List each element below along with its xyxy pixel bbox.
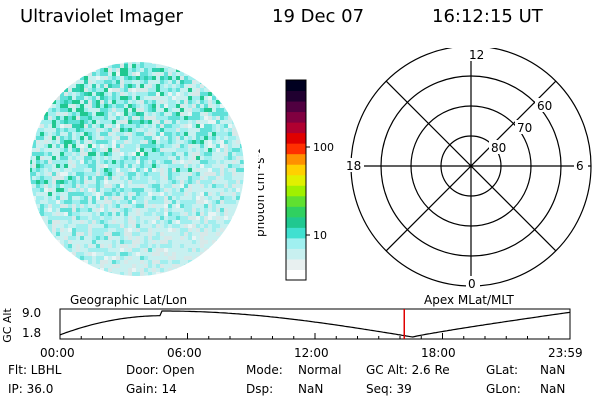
glat-label: GLat:	[486, 363, 519, 377]
x-tick-2359: 23:59	[548, 346, 583, 360]
colorbar-block	[286, 164, 306, 176]
colorbar-block	[286, 101, 306, 113]
mode-value: Normal	[298, 363, 342, 377]
dsp-label: Dsp:	[246, 382, 274, 396]
colorbar-block	[286, 174, 306, 186]
colorbar-block	[286, 216, 306, 228]
seq-info: Seq: 39	[366, 382, 412, 396]
colorbar-block	[286, 132, 306, 144]
gc-alt-axis-label-box: GC Alt	[0, 306, 14, 346]
colorbar-block	[286, 258, 306, 270]
lat-label-80: 80	[491, 141, 506, 155]
colorbar-block	[286, 195, 306, 207]
x-tick-18: 18:00	[421, 346, 456, 360]
colorbar-block	[286, 90, 306, 102]
gc-alt-info: GC Alt: 2.6 Re	[366, 363, 450, 377]
colorbar-block	[286, 206, 306, 218]
altitude-ticks	[59, 333, 571, 339]
door-info: Door: Open	[126, 363, 195, 377]
instrument-title: Ultraviolet Imager	[20, 6, 183, 27]
colorbar-block	[286, 237, 306, 249]
colorbar-tick-label-100: 100	[313, 141, 334, 154]
polar-plot: 12 18 6 0 60 70 80	[344, 48, 592, 288]
altitude-plot	[59, 308, 571, 340]
alt-y-bottom: 1.8	[22, 326, 42, 340]
glat-value: NaN	[540, 363, 566, 377]
altitude-curve	[59, 310, 571, 338]
colorbar-block	[286, 185, 306, 197]
colorbar-unit-label: photon cm-2s-1	[258, 148, 267, 237]
glon-label: GLon:	[486, 382, 521, 396]
uv-image-disk	[30, 62, 244, 276]
colorbar-block	[286, 122, 306, 134]
mlt-label-6: 6	[576, 159, 584, 173]
colorbar-block	[286, 143, 306, 155]
filter-info: Flt: LBHL	[8, 363, 62, 377]
gc-alt-axis-label: GC Alt	[0, 308, 14, 343]
lat-label-60: 60	[537, 99, 552, 113]
geographic-label: Geographic Lat/Lon	[70, 293, 188, 307]
time-label: 16:12:15 UT	[432, 6, 543, 27]
colorbar-block	[286, 80, 306, 92]
glon-value: NaN	[540, 382, 566, 396]
disk-pixels	[30, 62, 244, 276]
colorbar-block	[286, 227, 306, 239]
mlt-label-18: 18	[346, 159, 361, 173]
lat-label-70: 70	[517, 121, 532, 135]
apex-label: Apex MLat/MLT	[424, 293, 514, 307]
colorbar-tick-label-10: 10	[313, 229, 327, 242]
colorbar: photon cm-2s-1	[258, 79, 310, 281]
x-tick-12: 12:00	[294, 346, 329, 360]
date-label: 19 Dec 07	[272, 6, 365, 27]
colorbar-block	[286, 269, 306, 281]
colorbar-frame	[285, 79, 307, 281]
ip-info: IP: 36.0	[8, 382, 54, 396]
alt-y-top: 9.0	[22, 306, 42, 320]
x-tick-06: 06:00	[167, 346, 202, 360]
colorbar-block	[286, 153, 306, 165]
mlt-label-12: 12	[469, 48, 484, 62]
gain-info: Gain: 14	[126, 382, 177, 396]
dsp-value: NaN	[298, 382, 324, 396]
colorbar-block	[286, 111, 306, 123]
mode-label: Mode:	[246, 363, 283, 377]
polar-axis-diag2	[385, 80, 557, 252]
colorbar-block	[286, 248, 306, 260]
x-tick-00: 00:00	[40, 346, 75, 360]
mlt-label-0: 0	[468, 277, 476, 288]
colorbar-blocks	[286, 80, 306, 281]
